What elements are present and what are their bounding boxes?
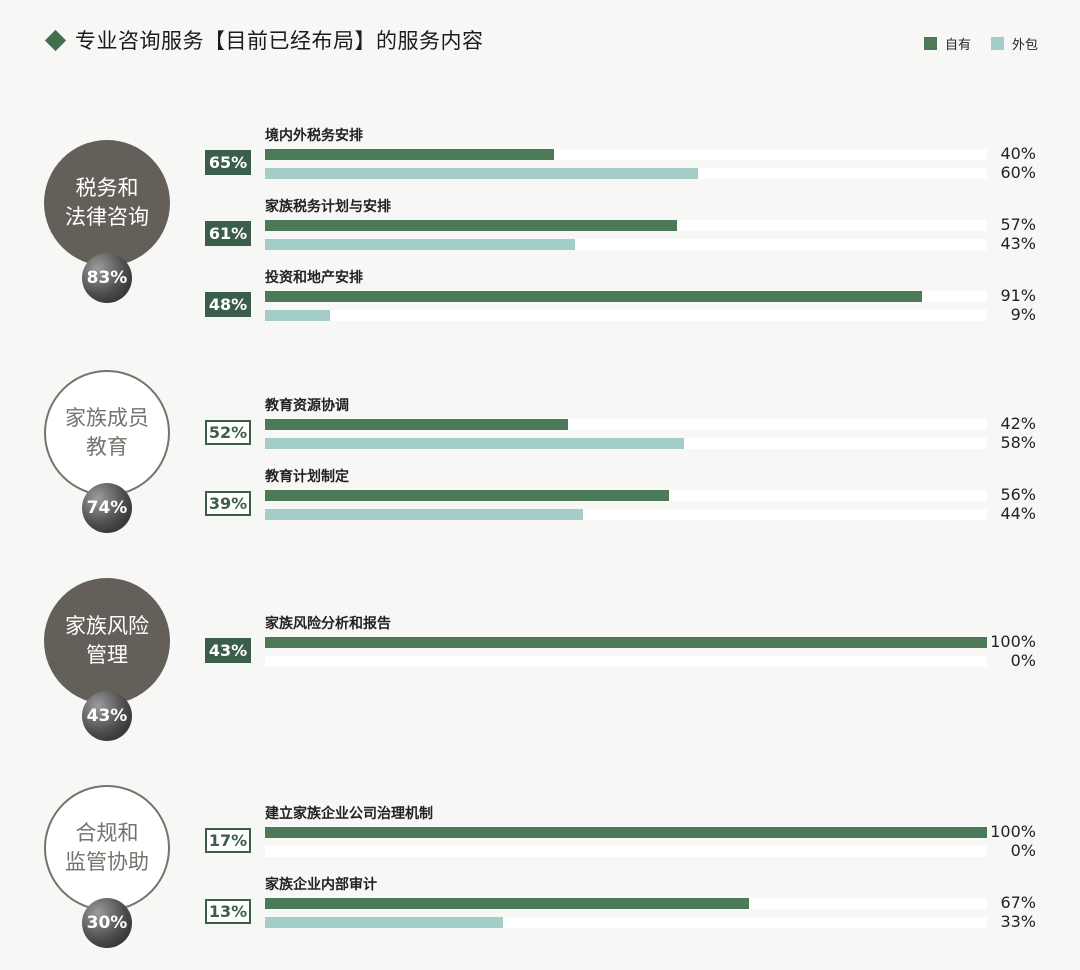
bar-track-own (265, 149, 987, 160)
item-percent-badge: 65% (205, 150, 251, 175)
bar-value-outsourced: 58% (1000, 433, 1036, 452)
bar-value-own: 100% (990, 632, 1036, 651)
item-label: 家族风险分析和报告 (265, 616, 391, 632)
bar-value-outsourced: 0% (1010, 651, 1036, 670)
bar-outsourced (265, 509, 583, 520)
category-name-line: 监管协助 (65, 850, 149, 874)
bar-outsourced (265, 438, 684, 449)
bar-value-own: 56% (1000, 485, 1036, 504)
category-percent-badge: 30% (82, 898, 132, 948)
bar-track-own (265, 898, 987, 909)
chart-title: 专业咨询服务【目前已经布局】的服务内容 (75, 29, 484, 53)
category-name-line: 合规和 (75, 821, 139, 845)
item-percent-badge: 13% (205, 899, 251, 924)
category-name-line: 教育 (86, 435, 128, 459)
bar-track-own (265, 291, 987, 302)
item-percent-badge: 43% (205, 638, 251, 663)
category-name: 家族成员 教育 (65, 404, 149, 462)
bar-own (265, 637, 987, 648)
legend: 自有 外包 (923, 34, 1038, 53)
category-name: 合规和 监管协助 (65, 819, 149, 877)
chart-title-row: 专业咨询服务【目前已经布局】的服务内容 (44, 24, 484, 56)
bar-track-outsourced (265, 168, 987, 179)
bar-outsourced (265, 917, 504, 928)
category-name-line: 法律咨询 (65, 205, 149, 229)
bar-track-outsourced (265, 656, 987, 667)
category-name: 家族风险 管理 (65, 612, 149, 670)
bar-outsourced (265, 168, 699, 179)
bar-track-own (265, 827, 987, 838)
bar-own (265, 898, 749, 909)
legend-label-outsourced: 外包 (1011, 38, 1038, 53)
bar-own (265, 490, 670, 501)
bar-own (265, 419, 569, 430)
bar-track-own (265, 637, 987, 648)
category-name-line: 家族成员 (65, 406, 149, 430)
bar-value-outsourced: 60% (1000, 163, 1036, 182)
item-label: 家族企业内部审计 (265, 877, 377, 893)
category-circle: 合规和 监管协助 (44, 785, 170, 911)
category-name-line: 税务和 (75, 176, 139, 200)
bar-value-own: 91% (1000, 286, 1036, 305)
bar-value-own: 40% (1000, 144, 1036, 163)
item-percent-badge: 48% (205, 292, 251, 317)
item-label: 投资和地产安排 (265, 270, 363, 286)
bar-value-outsourced: 33% (1000, 912, 1036, 931)
bar-own (265, 291, 923, 302)
item-percent-badge: 39% (205, 491, 251, 516)
legend-label-own: 自有 (944, 38, 971, 53)
bar-track-own (265, 220, 987, 231)
bar-track-outsourced (265, 917, 987, 928)
bar-own (265, 149, 554, 160)
item-label: 境内外税务安排 (265, 128, 363, 144)
bar-value-outsourced: 9% (1010, 305, 1036, 324)
item-label: 教育计划制定 (265, 469, 349, 485)
item-label: 建立家族企业公司治理机制 (265, 806, 433, 822)
bar-own (265, 827, 987, 838)
bar-track-outsourced (265, 239, 987, 250)
category-circle: 家族成员 教育 (44, 370, 170, 496)
category-percent-badge: 43% (82, 691, 132, 741)
category-circle: 税务和 法律咨询 (44, 140, 170, 266)
bar-value-outsourced: 44% (1000, 504, 1036, 523)
item-label: 家族税务计划与安排 (265, 199, 391, 215)
item-percent-badge: 61% (205, 221, 251, 246)
bar-track-own (265, 490, 987, 501)
bar-value-own: 57% (1000, 215, 1036, 234)
bar-value-outsourced: 43% (1000, 234, 1036, 253)
item-percent-badge: 17% (205, 828, 251, 853)
bar-track-outsourced (265, 509, 987, 520)
bar-track-outsourced (265, 846, 987, 857)
bar-value-own: 67% (1000, 893, 1036, 912)
item-percent-badge: 52% (205, 420, 251, 445)
category-name-line: 管理 (86, 643, 128, 667)
category-circle: 家族风险 管理 (44, 578, 170, 704)
category-name: 税务和 法律咨询 (65, 174, 149, 232)
category-percent-badge: 83% (82, 253, 132, 303)
bar-outsourced (265, 239, 576, 250)
bar-value-own: 42% (1000, 414, 1036, 433)
category-percent-badge: 74% (82, 483, 132, 533)
category-name-line: 家族风险 (65, 614, 149, 638)
bar-own (265, 220, 677, 231)
bar-outsourced (265, 310, 330, 321)
bar-track-outsourced (265, 310, 987, 321)
bar-value-outsourced: 0% (1010, 841, 1036, 860)
legend-swatch-outsourced (990, 37, 1004, 50)
bar-track-outsourced (265, 438, 987, 449)
legend-swatch-own (923, 37, 937, 50)
bar-track-own (265, 419, 987, 430)
item-label: 教育资源协调 (265, 398, 349, 414)
bar-value-own: 100% (990, 822, 1036, 841)
